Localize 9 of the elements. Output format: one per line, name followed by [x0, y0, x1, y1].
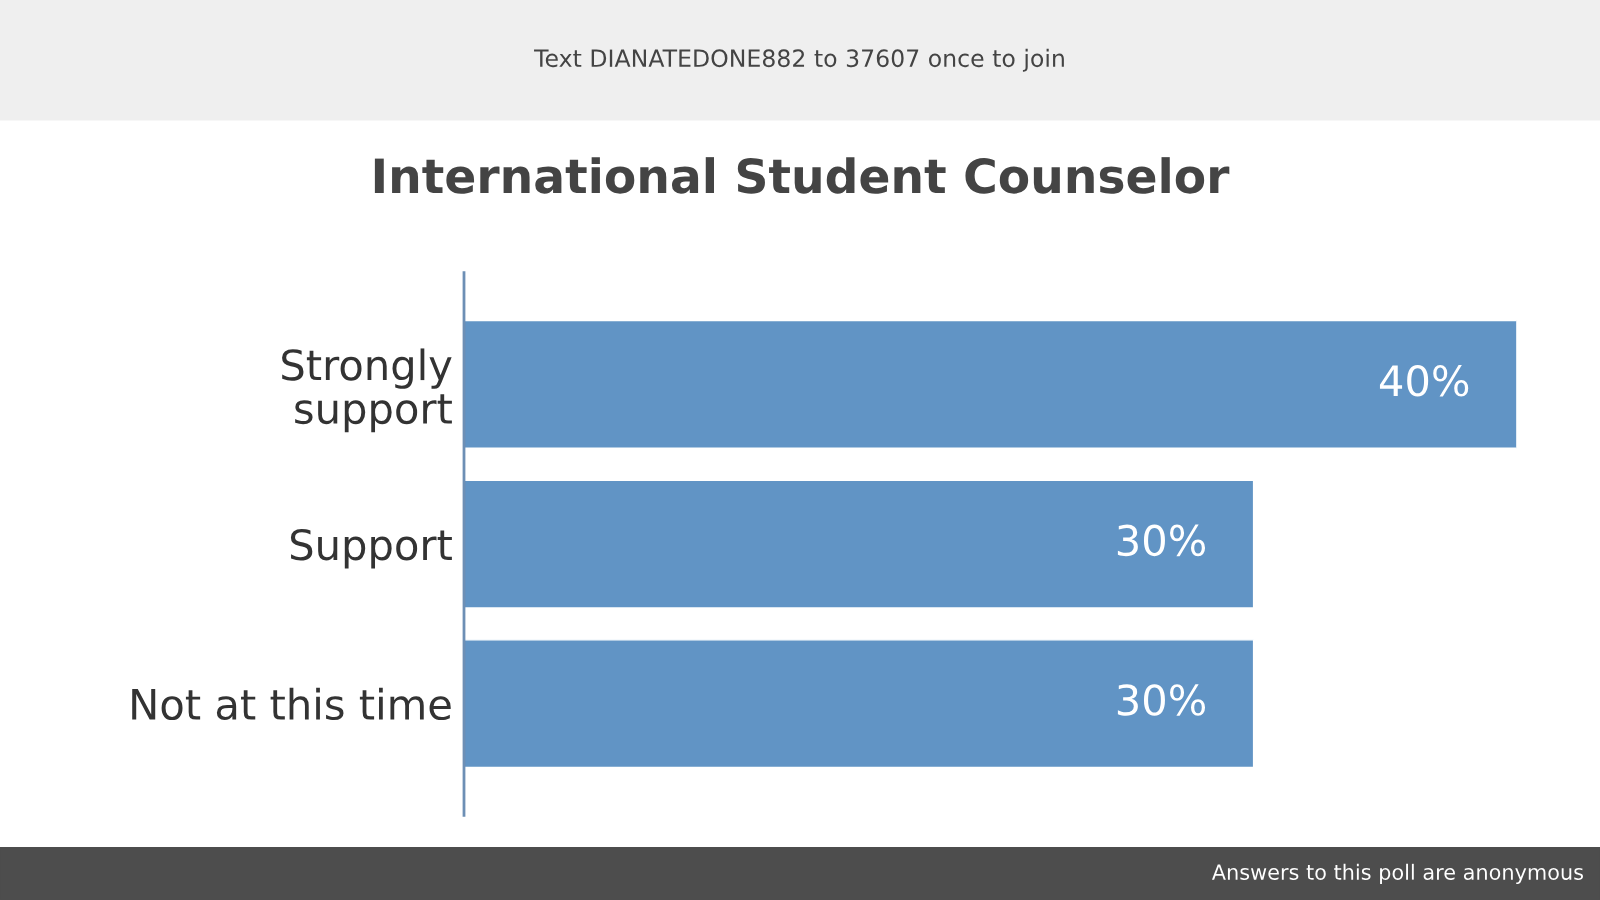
- data-label: 30%: [1117, 684, 1206, 716]
- y-tick-label: Support: [290, 528, 452, 569]
- y-tick-label: Strongly support: [282, 348, 452, 433]
- data-label: 30%: [1117, 524, 1206, 557]
- data-label: 40%: [1379, 365, 1469, 397]
- y-tick-label: Not at this time: [132, 687, 451, 721]
- text: Answers to this poll are anonymous: [1211, 863, 1583, 884]
- text: Text DIANATEDONE882 to 37607 once to join: [534, 48, 1064, 72]
- chart-title: International Student Counselor: [374, 157, 1230, 194]
